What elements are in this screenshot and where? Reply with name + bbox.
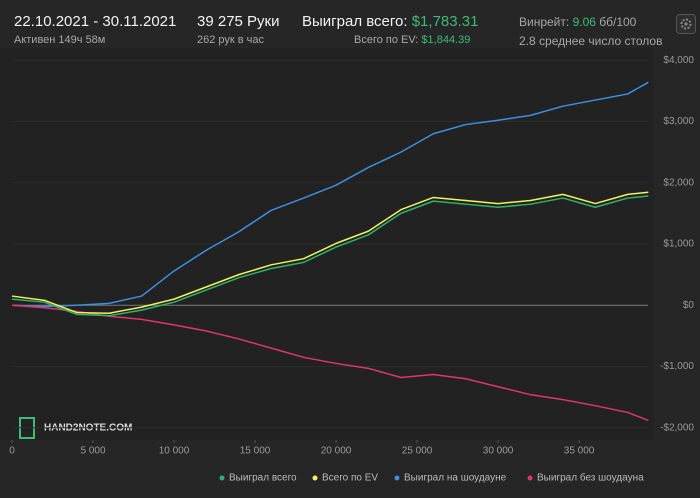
won-total-value: $1,783.31 bbox=[411, 13, 479, 30]
ev-total: Всего по EV: $1,844.39 bbox=[354, 34, 470, 46]
avg-tables: 2.8 среднее число столов bbox=[519, 34, 663, 48]
x-tick-label: 5 000 bbox=[80, 446, 105, 457]
series-line bbox=[11, 191, 649, 314]
ev-total-label: Всего по EV: bbox=[354, 34, 419, 46]
ev-total-value: $1,844.39 bbox=[421, 34, 471, 46]
y-tick-label: -$2,000 bbox=[660, 422, 694, 433]
y-tick-label: $0 bbox=[683, 300, 695, 311]
won-total-label: Выиграл всего: bbox=[302, 13, 408, 30]
hands-per-hour: 262 рук в час bbox=[197, 34, 265, 46]
settings-button[interactable] bbox=[676, 14, 696, 34]
legend-marker bbox=[312, 475, 318, 481]
legend-marker bbox=[394, 475, 400, 481]
legend-item: Всего по EV bbox=[312, 473, 378, 484]
legend-label: Выиграл на шоудауне bbox=[404, 473, 507, 484]
legend-item: Выиграл всего bbox=[219, 473, 297, 484]
x-tick-label: 25 000 bbox=[402, 446, 433, 457]
x-tick-label: 20 000 bbox=[321, 446, 352, 457]
y-tick-label: $2,000 bbox=[663, 177, 694, 188]
legend-label: Выиграл без шоудауна bbox=[537, 472, 644, 484]
x-tick-label: 0 bbox=[9, 446, 15, 457]
y-tick-label: $1,000 bbox=[663, 239, 694, 250]
legend-marker bbox=[527, 475, 533, 481]
y-tick-label: -$1,000 bbox=[660, 361, 694, 372]
active-time: Активен 149ч 58м bbox=[14, 34, 106, 46]
y-tick-label: $3,000 bbox=[663, 116, 694, 127]
x-tick-label: 35 000 bbox=[564, 446, 595, 457]
winrate-value: 9.06 bbox=[572, 15, 596, 29]
legend-marker bbox=[219, 475, 225, 481]
winrate-label: Винрейт: bbox=[519, 15, 570, 29]
series-line bbox=[11, 81, 649, 308]
series-line bbox=[11, 195, 649, 317]
legend-item: Выиграл на шоудауне bbox=[394, 473, 507, 484]
hands: 39 275 Руки bbox=[197, 13, 280, 30]
x-tick-label: 30 000 bbox=[483, 446, 514, 457]
series-line bbox=[11, 304, 649, 422]
legend-item: Выиграл без шоудауна bbox=[527, 472, 644, 484]
x-tick-label: 15 000 bbox=[240, 446, 271, 457]
y-tick-label: $4,000 bbox=[663, 55, 694, 66]
legend-label: Выиграл всего bbox=[229, 473, 297, 484]
gear-icon bbox=[680, 18, 692, 30]
winrate-unit: бб/100 bbox=[595, 15, 637, 29]
date-range: 22.10.2021 - 30.11.2021 bbox=[14, 13, 177, 30]
legend-label: Всего по EV bbox=[322, 473, 378, 484]
winrate: Винрейт: 9.06 бб/100 bbox=[519, 15, 636, 29]
won-total: Выиграл всего: $1,783.31 bbox=[302, 13, 478, 30]
x-tick-label: 10 000 bbox=[159, 446, 190, 457]
